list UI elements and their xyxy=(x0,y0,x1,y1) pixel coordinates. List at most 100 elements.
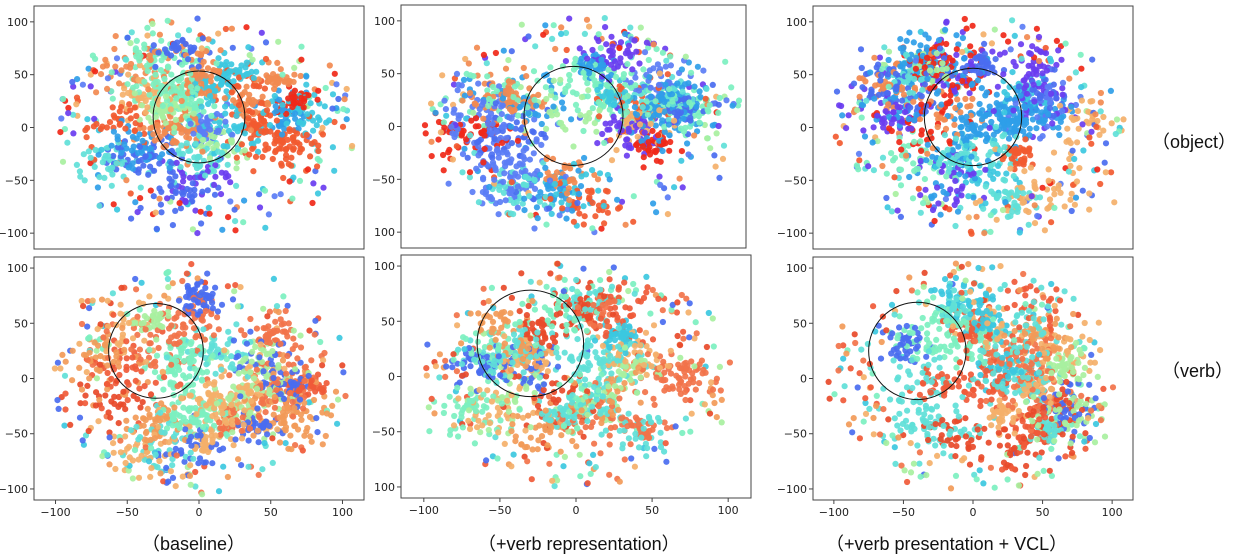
scatter-point xyxy=(1092,111,1099,118)
scatter-point xyxy=(1027,152,1034,159)
scatter-point xyxy=(314,190,322,197)
scatter-point xyxy=(460,76,468,83)
scatter-point xyxy=(202,172,209,179)
scatter-point xyxy=(283,110,290,117)
scatter-point xyxy=(156,160,163,167)
scatter-point xyxy=(507,210,514,217)
scatter-point xyxy=(944,146,951,153)
scatter-point xyxy=(627,145,635,152)
scatter-point xyxy=(113,55,121,62)
scatter-point xyxy=(61,422,68,429)
scatter-point xyxy=(557,119,565,127)
scatter-point xyxy=(538,141,545,148)
scatter-point xyxy=(625,42,633,49)
scatter-point xyxy=(235,102,243,109)
scatter-point xyxy=(980,113,987,120)
scatter-point xyxy=(197,52,204,59)
scatter-point xyxy=(81,177,88,184)
scatter-point xyxy=(320,184,327,191)
scatter-point xyxy=(636,60,643,67)
scatter-point xyxy=(557,185,564,192)
scatter-point xyxy=(980,31,987,38)
scatter-point xyxy=(1034,212,1041,220)
scatter-point xyxy=(679,184,686,191)
scatter-point xyxy=(635,87,643,94)
scatter-point xyxy=(1020,190,1027,197)
scatter-point xyxy=(222,118,229,125)
scatter-point xyxy=(1074,139,1081,146)
scatter-point xyxy=(523,182,530,189)
scatter-point xyxy=(315,87,322,94)
scatter-point xyxy=(281,78,288,85)
scatter-point xyxy=(144,32,151,39)
scatter-point xyxy=(91,163,98,170)
scatter-point xyxy=(186,174,193,181)
scatter-point xyxy=(691,132,698,139)
scatter-point xyxy=(924,150,931,157)
scatter-point xyxy=(190,110,197,117)
scatter-point xyxy=(145,86,152,93)
scatter-point xyxy=(157,67,164,74)
scatter-point xyxy=(79,81,86,88)
scatter-point xyxy=(971,127,978,134)
scatter-point xyxy=(531,176,538,183)
scatter-point xyxy=(967,58,975,65)
scatter-point xyxy=(640,154,647,161)
scatter-point xyxy=(284,136,291,143)
scatter-point xyxy=(279,131,286,138)
scatter-point xyxy=(140,94,147,101)
scatter-point xyxy=(198,45,205,52)
scatter-point xyxy=(211,134,218,141)
scatter-point xyxy=(508,140,515,147)
scatter-point xyxy=(917,138,924,145)
scatter-point xyxy=(938,168,945,175)
scatter-point xyxy=(497,198,504,206)
scatter-point xyxy=(493,88,501,95)
scatter-point xyxy=(644,111,651,118)
scatter-point xyxy=(203,48,210,55)
scatter-point xyxy=(110,449,117,456)
scatter-point xyxy=(684,140,691,147)
scatter-point xyxy=(607,120,614,127)
scatter-point xyxy=(313,122,320,129)
scatter-point xyxy=(643,39,650,46)
scatter-point xyxy=(187,83,195,91)
scatter-point xyxy=(105,152,112,159)
scatter-point xyxy=(666,86,673,93)
scatter-point xyxy=(140,162,147,169)
scatter-point xyxy=(114,133,121,140)
scatter-point xyxy=(144,104,151,111)
scatter-point xyxy=(218,169,225,176)
scatter-point xyxy=(640,164,647,171)
scatter-point xyxy=(129,160,136,167)
scatter-point xyxy=(498,124,505,131)
scatter-point xyxy=(329,105,336,112)
scatter-point xyxy=(735,97,743,104)
scatter-point xyxy=(896,139,903,146)
scatter-point xyxy=(227,179,234,186)
scatter-point xyxy=(1022,117,1030,124)
scatter-point xyxy=(428,100,435,107)
scatter-point xyxy=(650,200,657,207)
scatter-point xyxy=(610,102,617,109)
scatter-point xyxy=(566,197,573,204)
scatter-point xyxy=(600,103,607,110)
scatter-point xyxy=(459,169,466,176)
scatter-point xyxy=(953,51,960,59)
scatter-point xyxy=(458,131,466,138)
scatter-point xyxy=(562,173,569,180)
scatter-point xyxy=(581,213,588,220)
scatter-point xyxy=(507,99,514,106)
scatter-point xyxy=(280,174,287,182)
scatter-point xyxy=(1102,169,1109,176)
scatter-point xyxy=(432,109,439,116)
scatter-point xyxy=(973,155,980,162)
scatter-point xyxy=(234,69,241,76)
scatter-point xyxy=(241,130,248,137)
scatter-point xyxy=(661,108,668,115)
caption-verb-presentation-vcl: （+verb presentation + VCL） xyxy=(826,534,1068,554)
scatter-point xyxy=(180,178,187,185)
scatter-point xyxy=(226,81,233,88)
scatter-point xyxy=(135,158,142,165)
scatter-point xyxy=(1009,208,1016,215)
